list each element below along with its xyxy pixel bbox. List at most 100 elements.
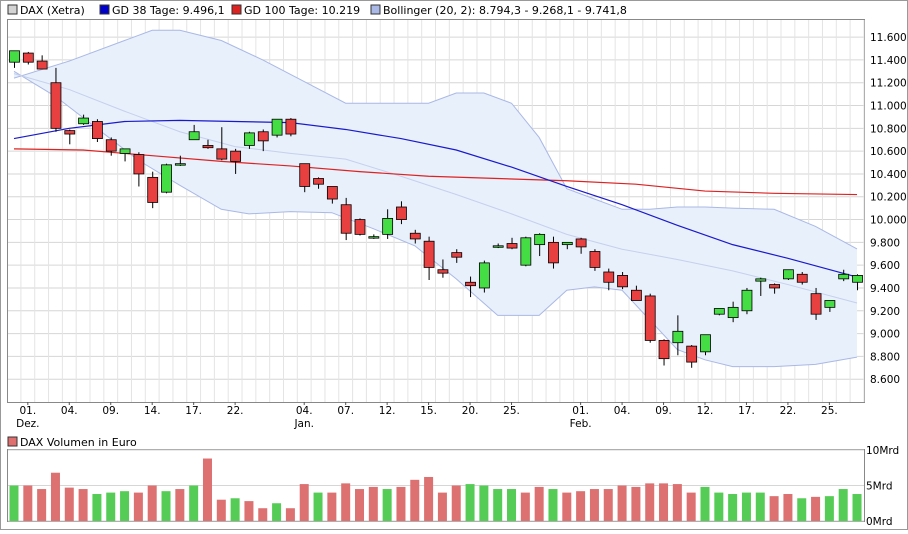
candle-body <box>713 308 725 315</box>
candle <box>437 259 449 278</box>
volume-bar <box>313 492 323 521</box>
candle <box>700 334 711 356</box>
volume-bar <box>368 486 378 521</box>
candle-body <box>174 163 186 166</box>
volume-bars <box>9 458 862 521</box>
candle <box>92 119 103 143</box>
candle-body <box>368 236 380 239</box>
legend-swatch <box>99 4 110 15</box>
volume-bar <box>562 492 572 521</box>
candle <box>174 155 186 166</box>
candle <box>50 67 62 132</box>
volume-bar <box>576 491 586 521</box>
candle <box>105 137 117 156</box>
candle <box>64 129 76 145</box>
candle <box>796 272 808 285</box>
moving-averages <box>13 119 858 278</box>
candle-body <box>631 289 642 301</box>
volume-bar <box>382 489 392 521</box>
candle <box>340 197 352 241</box>
candle-body <box>313 178 324 185</box>
candle <box>78 114 89 125</box>
candle <box>561 241 573 250</box>
date-tick-label: 15. <box>420 405 437 417</box>
price-tick-label: 10.600 <box>870 146 907 158</box>
candle <box>36 55 48 70</box>
candle <box>534 233 546 257</box>
date-tick-label: 20. <box>462 405 479 417</box>
volume-bar <box>230 498 240 521</box>
candle-body <box>423 240 435 268</box>
volume-bar <box>216 499 226 521</box>
candle-body <box>230 150 242 162</box>
price-axis: 11.600 11.400 11.200 11.000 10.800 10.600 10.4… <box>870 32 907 386</box>
volume-bar <box>783 494 793 521</box>
volume-tick-label: 10Mrd <box>866 445 899 457</box>
candle-body <box>354 219 366 235</box>
legend-label: Bollinger (20, 2): 8.794,3 - 9.268,1 - 9… <box>383 4 627 17</box>
price-tick-label: 8.800 <box>870 351 900 363</box>
volume-bar <box>617 485 627 521</box>
candle <box>133 152 145 187</box>
bollinger-upper-line <box>13 29 858 250</box>
date-tick-label: 25. <box>503 405 520 417</box>
candle <box>824 300 836 312</box>
date-axis: 01.Dez.04. 09. 14. 17. 22. 04.Jan.07. 12. 15. 20… <box>16 402 838 430</box>
candle-body <box>534 233 546 246</box>
bollinger-lower-line <box>13 70 858 368</box>
volume-bar <box>852 494 862 521</box>
candle-body <box>299 163 311 187</box>
bollinger-fill <box>14 30 858 367</box>
month-label: Feb. <box>570 418 592 430</box>
date-tick-label: 09. <box>102 405 119 417</box>
legend-item-gd100: GD 100 Tage: 10.219 <box>231 4 360 17</box>
price-tick-label: 10.000 <box>870 215 907 227</box>
date-tick-label: 12. <box>379 405 396 417</box>
candle-body <box>506 243 518 249</box>
candle-body <box>561 241 573 246</box>
volume-bar <box>686 492 696 521</box>
price-tick-label: 10.800 <box>870 123 907 135</box>
candle-body <box>382 218 394 235</box>
candle <box>755 277 767 296</box>
candle <box>299 163 311 193</box>
candle <box>188 124 200 141</box>
candle-body <box>36 60 48 70</box>
candle-body <box>686 345 698 363</box>
price-tick-label: 10.200 <box>870 192 907 204</box>
candle <box>769 283 780 294</box>
candle-body <box>50 82 62 129</box>
price-tick-label: 11.400 <box>870 55 907 67</box>
volume-bar <box>451 485 461 521</box>
candle <box>644 293 656 343</box>
candle-body <box>105 139 117 152</box>
candle-body <box>147 176 159 203</box>
candle <box>202 139 214 149</box>
candle <box>741 287 753 315</box>
legend-swatch <box>7 4 18 15</box>
volume-bar <box>147 485 157 521</box>
candle <box>548 236 559 269</box>
volume-bar <box>244 501 254 521</box>
volume-bar <box>824 496 834 521</box>
price-tick-label: 11.000 <box>870 101 907 113</box>
candle-body <box>271 118 283 136</box>
date-tick-label: 17. <box>738 405 755 417</box>
legend-item-dax: DAX (Xetra) <box>7 4 85 17</box>
candle <box>520 236 532 267</box>
price-tick-label: 9.600 <box>870 260 900 272</box>
volume-bar <box>507 489 517 521</box>
candle-body <box>492 245 504 248</box>
candle-body <box>741 289 753 312</box>
candle <box>147 171 159 209</box>
legend-label: GD 38 Tage: 9.496,1 <box>112 4 225 17</box>
volume-tick-label: 0Mrd <box>866 516 893 528</box>
candle-body <box>727 306 739 319</box>
volume-bar <box>9 485 19 521</box>
candle-body <box>396 206 407 220</box>
volume-bar <box>534 486 544 521</box>
candle <box>119 148 131 162</box>
volume-bar <box>424 476 434 521</box>
candle <box>783 269 794 280</box>
candle-body <box>64 130 76 135</box>
